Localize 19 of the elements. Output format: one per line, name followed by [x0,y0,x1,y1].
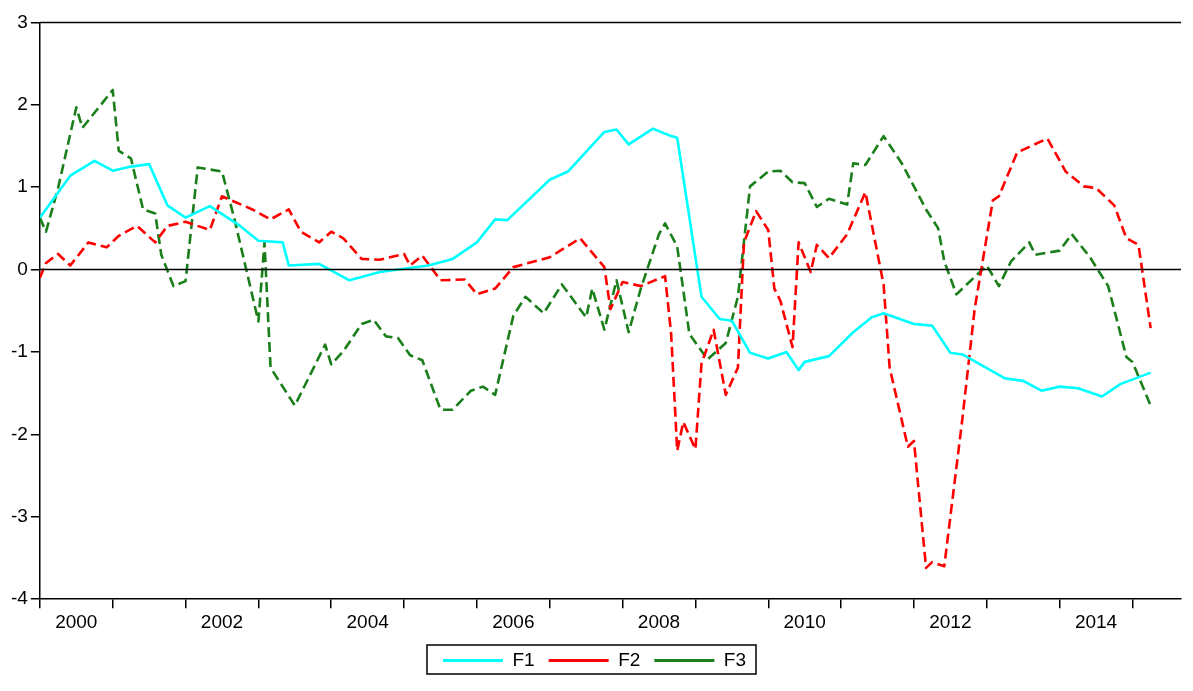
y-tick-label: -1 [10,340,28,362]
legend-label: F3 [723,648,747,670]
y-tick-label: -3 [10,505,28,527]
x-tick-label: 2010 [783,610,826,632]
y-tick-label: 3 [17,10,28,32]
y-tick-label: -4 [10,587,29,609]
y-tick-label: -2 [10,422,28,444]
x-tick-label: 2012 [929,610,972,632]
x-tick-label: 2006 [492,610,535,632]
y-tick-label: 1 [17,175,28,197]
x-tick-label: 2014 [1074,610,1118,632]
legend-label: F2 [618,648,641,670]
y-tick-label: 0 [17,257,28,279]
x-tick-label: 2002 [200,610,244,632]
legend-label: F1 [512,648,535,670]
x-tick-label: 2008 [637,610,681,632]
x-tick-label: 2000 [55,610,98,632]
y-tick-label: 2 [17,93,28,115]
x-tick-label: 2004 [346,610,390,632]
